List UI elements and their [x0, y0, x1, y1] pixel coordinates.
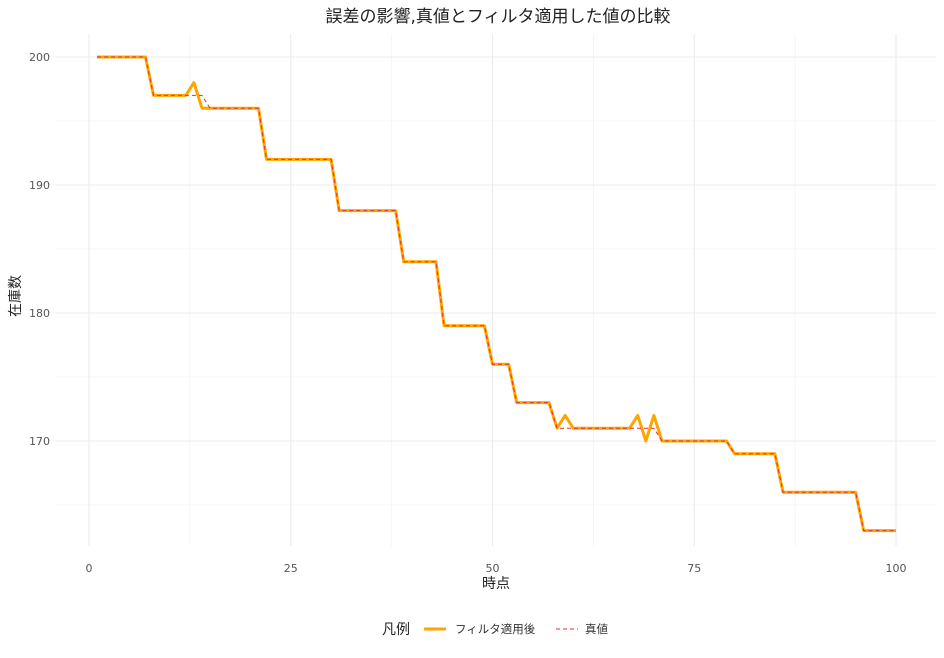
chart-title: 誤差の影響,真値とフィルタ適用した値の比較 — [325, 7, 670, 27]
x-tick-label: 50 — [486, 562, 500, 575]
legend-title: 凡例 — [382, 622, 410, 638]
legend: 凡例 フィルタ適用後 真値 — [382, 622, 608, 638]
x-axis-title: 時点 — [482, 576, 510, 592]
series-layer — [97, 55, 896, 533]
x-tick-label: 100 — [886, 562, 907, 575]
series-line-true — [97, 56, 896, 532]
x-tick-label: 0 — [86, 562, 93, 575]
x-tick-label: 75 — [687, 562, 701, 575]
y-tick-label: 170 — [29, 435, 50, 448]
y-tick-label: 180 — [29, 307, 50, 320]
legend-label-filtered: フィルタ適用後 — [455, 622, 536, 636]
y-tick-label: 190 — [29, 179, 50, 192]
tick-labels: 0 25 50 75 100 170 180 190 200 — [29, 51, 907, 575]
grid — [56, 34, 936, 546]
y-tick-label: 200 — [29, 51, 50, 64]
legend-label-true: 真値 — [585, 622, 608, 636]
y-axis-title: 在庫数 — [7, 275, 24, 317]
x-tick-label: 25 — [284, 562, 298, 575]
